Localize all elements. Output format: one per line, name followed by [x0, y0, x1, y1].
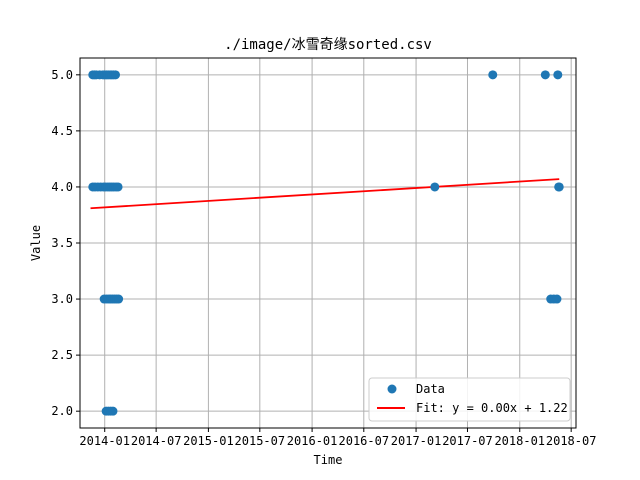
data-point — [552, 294, 562, 304]
fit-line — [90, 178, 560, 210]
x-axis-label: Time — [314, 453, 343, 467]
x-tick-label: 2018-07 — [546, 434, 597, 448]
x-tick-label: 2014-07 — [131, 434, 182, 448]
x-tick-label: 2014-01 — [79, 434, 130, 448]
y-axis-label: Value — [29, 225, 43, 261]
data-point — [108, 406, 118, 416]
legend-marker-data — [387, 384, 397, 394]
y-tick-label: 3.0 — [51, 292, 73, 306]
y-tick-label: 4.0 — [51, 180, 73, 194]
data-point — [111, 70, 121, 80]
legend: Data Fit: y = 0.00x + 1.22 — [368, 377, 571, 422]
x-tick-label: 2018-01 — [494, 434, 545, 448]
legend-label-fit: Fit: y = 0.00x + 1.22 — [416, 401, 568, 415]
x-axis-ticks: 2014-01 2014-07 2015-01 2015-07 2016-01 2016-… — [79, 428, 596, 448]
x-tick-label: 2017-01 — [391, 434, 442, 448]
data-point — [540, 70, 550, 80]
data-point — [113, 182, 123, 192]
y-tick-label: 5.0 — [51, 68, 73, 82]
x-tick-label: 2016-07 — [339, 434, 390, 448]
data-point — [488, 70, 498, 80]
legend-box — [368, 377, 571, 422]
x-tick-label: 2017-07 — [442, 434, 493, 448]
data-point — [114, 294, 124, 304]
data-points-layer — [88, 70, 564, 416]
y-tick-label: 2.0 — [51, 404, 73, 418]
y-tick-label: 3.5 — [51, 236, 73, 250]
fit-line-layer — [90, 178, 560, 210]
data-point — [553, 70, 563, 80]
chart-title: ./image/冰雪奇缘sorted.csv — [224, 36, 432, 53]
x-tick-label: 2015-07 — [235, 434, 286, 448]
data-point — [554, 182, 564, 192]
y-tick-label: 4.5 — [51, 124, 73, 138]
y-tick-label: 2.5 — [51, 348, 73, 362]
y-axis-ticks: 2.0 2.5 3.0 3.5 4.0 4.5 5.0 — [51, 68, 80, 418]
x-tick-label: 2016-01 — [287, 434, 338, 448]
legend-label-data: Data — [416, 382, 445, 396]
x-tick-label: 2015-01 — [183, 434, 234, 448]
data-point — [430, 182, 440, 192]
